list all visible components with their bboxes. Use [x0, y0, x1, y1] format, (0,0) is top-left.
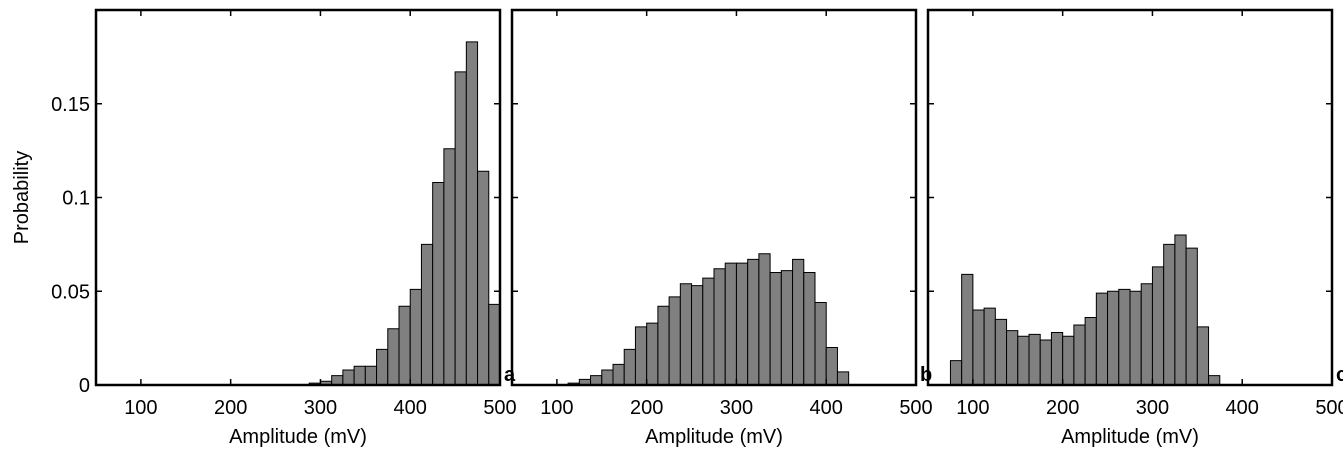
x-axis-label: Amplitude (mV)	[1061, 426, 1199, 448]
x-tick-label: 500	[1315, 397, 1343, 419]
bar	[814, 302, 827, 386]
bar	[724, 262, 737, 386]
bar	[792, 258, 805, 386]
bar	[623, 348, 636, 386]
panel-c: 100 200 300 400 500 Amplitude (mV) c	[926, 8, 1343, 448]
bar	[994, 318, 1008, 386]
bar	[634, 326, 648, 386]
x-tick-label: 200	[630, 397, 663, 419]
x-tick-label: 100	[956, 397, 989, 419]
bar	[1163, 243, 1176, 386]
bar	[983, 307, 996, 386]
bar	[1140, 283, 1153, 386]
bar	[409, 288, 422, 386]
x-tick-label: 300	[720, 397, 753, 419]
y-tick-label: 0.1	[62, 188, 90, 210]
bar	[1062, 335, 1075, 386]
bar	[364, 365, 378, 386]
bar	[657, 305, 670, 386]
panel-letter: b	[920, 364, 932, 386]
x-tick-label: 300	[1136, 397, 1169, 419]
bar	[342, 369, 355, 386]
bar	[1208, 375, 1221, 386]
bar	[477, 170, 490, 386]
bar	[1174, 234, 1187, 386]
bar	[1073, 324, 1086, 386]
bar	[1095, 292, 1109, 386]
x-axis-label: Amplitude (mV)	[229, 426, 367, 448]
bar	[758, 253, 771, 386]
bar	[398, 305, 411, 386]
bar	[590, 375, 603, 386]
bar	[454, 71, 467, 386]
bar	[1107, 290, 1120, 386]
bar	[443, 148, 456, 386]
panel-letter: a	[504, 364, 516, 386]
bar	[387, 328, 400, 386]
bar	[1084, 317, 1097, 386]
bar	[612, 363, 625, 386]
bar	[691, 285, 704, 386]
panel-b: 100 200 300 400 500 Amplitude (mV) b	[510, 8, 933, 448]
bar	[376, 348, 389, 386]
bar	[949, 360, 963, 386]
bar	[1050, 332, 1064, 386]
x-tick-label: 400	[394, 397, 427, 419]
bar	[769, 272, 782, 386]
panel-letter: c	[1336, 364, 1343, 386]
bar	[679, 283, 693, 386]
bar	[1118, 288, 1131, 386]
bar	[803, 272, 816, 386]
bar	[331, 375, 344, 386]
bar	[1006, 330, 1019, 386]
x-tick-label: 500	[483, 397, 516, 419]
x-tick-label: 100	[124, 397, 157, 419]
bar	[668, 296, 681, 386]
y-axis-label: Probability	[11, 151, 33, 244]
bar	[646, 322, 659, 386]
bar	[961, 273, 974, 386]
x-tick-label: 200	[214, 397, 247, 419]
x-tick-label: 200	[1046, 397, 1079, 419]
x-axis-label: Amplitude (mV)	[645, 426, 783, 448]
panels: 100 200 300 400 500 0 0.05 0.1 0.15 Amplitude (mV…	[11, 8, 1343, 448]
y-tick-label: 0	[79, 375, 90, 397]
bar	[465, 41, 479, 386]
x-tick-label: 400	[810, 397, 843, 419]
y-tick-label: 0.15	[51, 94, 90, 116]
x-tick-label: 300	[304, 397, 337, 419]
bar	[1196, 326, 1210, 386]
bar	[1039, 339, 1052, 386]
x-tick-label: 100	[540, 397, 573, 419]
bar	[1017, 335, 1030, 386]
bar	[353, 365, 366, 386]
bar	[780, 270, 794, 386]
bar	[713, 268, 726, 386]
bar	[972, 309, 985, 386]
bar	[1028, 333, 1041, 386]
bar	[1185, 247, 1198, 386]
bar	[825, 347, 838, 386]
bar	[420, 243, 434, 386]
bar	[488, 303, 501, 386]
bar	[1151, 266, 1165, 386]
bar	[836, 371, 850, 386]
bar	[432, 182, 445, 386]
bar	[702, 277, 715, 386]
y-tick-label: 0.05	[51, 281, 90, 303]
bar	[1129, 290, 1142, 386]
x-tick-label: 500	[899, 397, 932, 419]
x-tick-label: 400	[1226, 397, 1259, 419]
bar	[747, 258, 760, 386]
bar	[735, 262, 749, 386]
bar	[601, 369, 614, 386]
panel-a: 100 200 300 400 500 0 0.05 0.1 0.15 Amplitude (mV…	[11, 8, 517, 448]
